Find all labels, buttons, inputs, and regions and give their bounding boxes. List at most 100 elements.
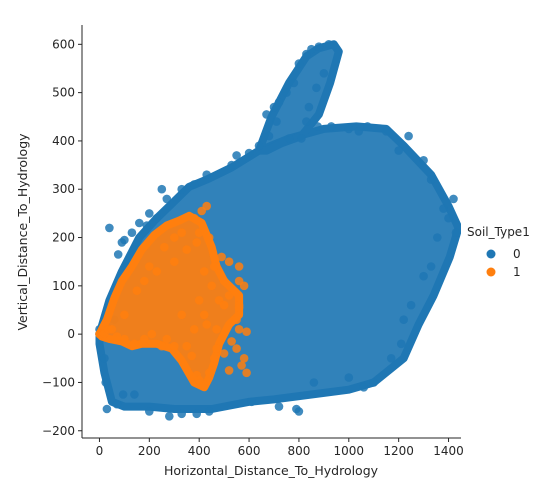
series-0-point (135, 218, 144, 228)
series-0-point (451, 228, 461, 237)
series-1-point (224, 291, 234, 300)
series-0-point (294, 407, 304, 416)
series-0-point (165, 412, 174, 421)
series-1-point (232, 344, 241, 353)
series-0-point (419, 271, 428, 281)
series-1-point (202, 201, 211, 211)
series-1-point (239, 354, 249, 363)
series-0-point (319, 69, 329, 78)
y-axis-label: Vertical_Distance_To_Hydrology (15, 133, 30, 331)
series-0-point (232, 151, 241, 160)
series-1-point (224, 366, 234, 375)
series-1-point (189, 213, 199, 223)
series-1-point (112, 332, 122, 341)
series-0-point (162, 194, 172, 204)
series-0-point (152, 213, 162, 223)
series-0-point (100, 354, 109, 363)
legend-marker-0 (486, 249, 496, 259)
series-1-point (194, 296, 204, 305)
series-0-point (227, 160, 236, 170)
series-1-point (157, 341, 167, 351)
series-1-point (219, 300, 229, 310)
series-0-point (329, 41, 339, 50)
series-1-point (194, 228, 204, 237)
x-tick-label: 1000 (334, 444, 365, 458)
series-1-point (232, 315, 241, 325)
x-tick-label: 0 (96, 444, 104, 458)
series-1-point (152, 267, 162, 276)
series-1-point (132, 286, 142, 296)
series-0-point (284, 134, 294, 143)
series-0-point (130, 390, 139, 399)
legend-title: Soil_Type1 (467, 225, 530, 239)
x-tick-label: 400 (188, 444, 211, 458)
y-tick-label: −200 (42, 424, 75, 438)
y-tick-label: −100 (42, 375, 75, 389)
series-1-point (209, 262, 219, 271)
series-0-point (444, 213, 453, 223)
plot-area (95, 40, 461, 421)
series-1-point (170, 341, 179, 351)
series-0-point (142, 221, 152, 230)
y-tick-label: 600 (52, 37, 75, 51)
series-0-point (394, 146, 404, 155)
series-1-point (147, 329, 157, 339)
series-1-point (199, 310, 209, 320)
y-tick-label: 300 (52, 182, 75, 196)
series-0-point (426, 175, 436, 184)
series-1-point (160, 242, 169, 252)
series-0-point (177, 409, 186, 419)
legend-label-1: 1 (513, 265, 521, 279)
series-1-point (182, 245, 191, 254)
series-1-point (234, 303, 244, 312)
series-1-point (170, 233, 179, 242)
legend-marker-1 (486, 267, 496, 277)
series-0-point (359, 383, 369, 392)
series-0-point (247, 397, 256, 407)
series-0-point (406, 300, 416, 310)
x-axis-label: Horizontal_Distance_To_Hydrology (164, 463, 379, 478)
series-1 (95, 201, 251, 392)
series-1-point (204, 368, 214, 378)
y-tick-label: 500 (52, 86, 75, 100)
series-0-point (145, 407, 154, 416)
series-0-point (118, 390, 128, 399)
series-1-point (207, 281, 216, 291)
series-0-point (112, 399, 122, 409)
series-0-point (381, 127, 391, 136)
series-1-point (199, 267, 209, 276)
series-1-point (107, 325, 117, 334)
series-0-point (289, 78, 299, 88)
series-1-point (187, 351, 196, 361)
series-0-point (272, 117, 281, 126)
series-1-point (204, 233, 214, 242)
legend: Soil_Type1 0 1 (467, 225, 530, 279)
x-tick-label: 200 (138, 444, 161, 458)
series-1-point (140, 276, 149, 286)
series-0-point (327, 122, 336, 131)
series-1-point (237, 361, 246, 370)
series-0-point (309, 378, 319, 387)
series-1-point (120, 310, 129, 320)
series-0-point (204, 407, 214, 416)
series-1-point (177, 228, 186, 237)
series-0-point (344, 124, 354, 134)
x-ticks: 0 200 400 600 800 1000 1200 1400 (96, 438, 464, 458)
series-0-point (102, 404, 112, 414)
series-0-point (363, 122, 372, 131)
series-1-point (224, 257, 234, 267)
series-0-point (307, 44, 316, 54)
series-0-point (192, 409, 201, 419)
series-0-point (439, 204, 448, 213)
x-tick-label: 800 (287, 444, 310, 458)
series-0-point (369, 378, 379, 387)
series-0-point (294, 59, 304, 68)
series-1-point (242, 368, 251, 378)
series-0-point (157, 184, 167, 194)
series-0-point (302, 117, 311, 126)
series-1-point (234, 262, 244, 271)
axes (81, 25, 461, 439)
series-1-point (177, 310, 186, 320)
series-1-point (182, 341, 191, 351)
